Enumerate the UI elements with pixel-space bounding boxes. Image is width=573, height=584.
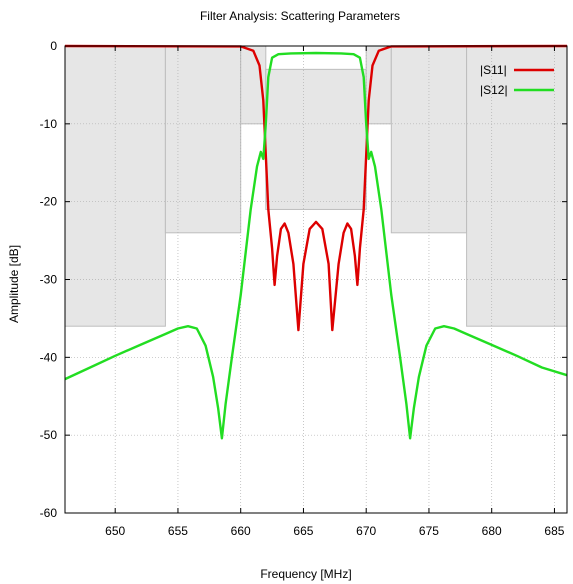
- x-axis-title: Frequency [MHz]: [260, 567, 351, 581]
- mask-region-3: [265, 68, 367, 210]
- y-axis-title: Amplitude [dB]: [7, 245, 21, 323]
- series-line-s12: [64, 51, 568, 440]
- series-line-s11: [64, 44, 568, 332]
- x-tick-label: 650: [105, 524, 125, 538]
- y-tick-label: -40: [40, 350, 58, 364]
- x-tick-label: 670: [356, 524, 376, 538]
- x-tick-label: 660: [231, 524, 251, 538]
- series-lines: [64, 44, 568, 440]
- spec-mask: [64, 45, 568, 327]
- legend: |S11| |S12|: [480, 63, 554, 97]
- mask-region-1: [164, 45, 242, 234]
- chart-title: Filter Analysis: Scattering Parameters: [200, 9, 400, 23]
- legend-label-s12: |S12|: [480, 83, 508, 97]
- x-tick-label: 685: [544, 524, 564, 538]
- x-tick-label: 665: [293, 524, 313, 538]
- x-tick-label: 655: [168, 524, 188, 538]
- axis-ticks: 650 655 660 665 670 675 680 685 0 -10 -20 -30 -40 -50…: [40, 39, 567, 538]
- mask-region-6: [466, 45, 568, 327]
- x-tick-label: 675: [419, 524, 439, 538]
- mask-region-0: [64, 45, 166, 327]
- legend-label-s11: |S11|: [480, 63, 507, 77]
- y-tick-label: -10: [40, 117, 58, 131]
- y-tick-label: -60: [40, 506, 58, 520]
- x-tick-label: 680: [482, 524, 502, 538]
- y-tick-label: -50: [40, 428, 58, 442]
- y-tick-label: 0: [50, 39, 57, 53]
- y-tick-label: -20: [40, 195, 58, 209]
- y-tick-label: -30: [40, 273, 58, 287]
